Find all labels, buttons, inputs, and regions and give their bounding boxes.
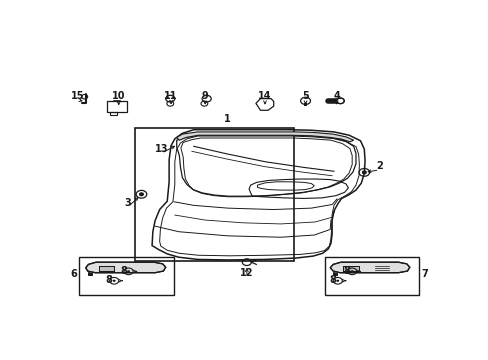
Text: 13: 13 <box>155 144 168 154</box>
Bar <box>99 266 114 270</box>
Text: 5: 5 <box>302 91 308 101</box>
Text: 8: 8 <box>343 266 350 275</box>
Circle shape <box>336 280 339 282</box>
Text: 14: 14 <box>258 91 271 101</box>
Text: 2: 2 <box>375 161 382 171</box>
Text: 6: 6 <box>70 269 77 279</box>
Text: 3: 3 <box>124 198 131 208</box>
Bar <box>324 257 418 296</box>
Bar <box>343 266 358 270</box>
Text: 8: 8 <box>329 275 336 285</box>
Bar <box>303 103 307 105</box>
Text: 9: 9 <box>202 91 208 101</box>
Text: 15: 15 <box>71 91 84 101</box>
Circle shape <box>127 270 130 273</box>
Circle shape <box>112 280 116 282</box>
Text: 7: 7 <box>421 269 427 279</box>
Bar <box>110 112 117 115</box>
Text: 11: 11 <box>164 91 178 101</box>
Text: 1: 1 <box>224 114 230 124</box>
Polygon shape <box>85 262 165 273</box>
Text: 10: 10 <box>112 91 125 101</box>
Polygon shape <box>88 272 92 275</box>
Bar <box>99 266 114 270</box>
Polygon shape <box>332 272 336 275</box>
Bar <box>106 101 127 112</box>
Text: 4: 4 <box>333 91 339 101</box>
Text: 12: 12 <box>240 268 253 278</box>
Text: 8: 8 <box>105 275 112 285</box>
Polygon shape <box>176 132 353 142</box>
Circle shape <box>362 171 366 174</box>
Bar <box>79 257 174 296</box>
Circle shape <box>139 193 143 196</box>
Text: 8: 8 <box>120 266 127 275</box>
Bar <box>135 128 294 261</box>
Bar <box>343 266 358 270</box>
Circle shape <box>350 270 353 273</box>
Polygon shape <box>329 262 409 273</box>
Circle shape <box>336 98 344 104</box>
